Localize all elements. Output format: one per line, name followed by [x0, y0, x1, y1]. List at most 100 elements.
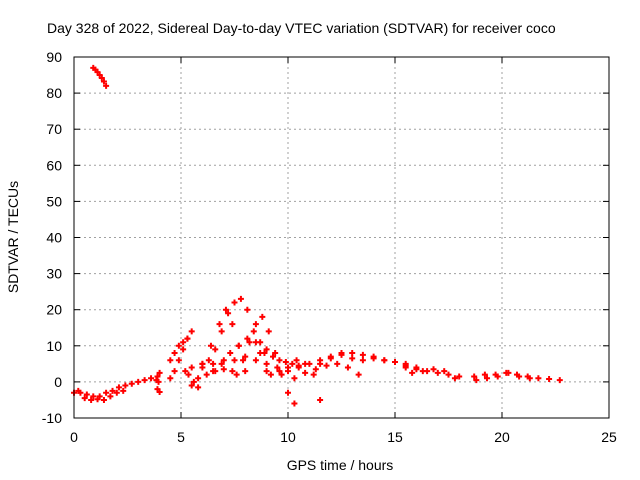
- data-point: [481, 371, 488, 378]
- data-point: [237, 295, 244, 302]
- series-band-late-2: [409, 366, 458, 382]
- data-point: [171, 350, 178, 357]
- chart-title: Day 328 of 2022, Sidereal Day-to-day VTE…: [47, 20, 556, 36]
- series-band-night-2: [473, 369, 533, 384]
- data-point: [184, 335, 191, 342]
- data-point: [246, 339, 253, 346]
- data-point: [344, 364, 351, 371]
- data-point: [456, 373, 463, 380]
- data-point: [135, 378, 142, 385]
- data-point: [216, 321, 223, 328]
- y-tick-label: 70: [46, 121, 62, 137]
- data-point: [484, 375, 491, 382]
- data-point: [154, 373, 161, 380]
- data-point: [505, 369, 512, 376]
- data-point: [185, 371, 192, 378]
- series-outlier-high: [90, 64, 110, 89]
- data-point: [359, 357, 366, 364]
- data-point: [535, 375, 542, 382]
- data-point: [556, 377, 563, 384]
- data-point: [244, 306, 251, 313]
- data-point: [409, 369, 416, 376]
- data-point: [317, 360, 324, 367]
- data-point: [167, 375, 174, 382]
- data-point: [293, 357, 300, 364]
- series-band-mid: [188, 353, 291, 375]
- data-point: [244, 335, 251, 342]
- data-point: [451, 375, 458, 382]
- data-point: [445, 371, 452, 378]
- data-point: [188, 328, 195, 335]
- data-point: [419, 368, 426, 375]
- data-point: [233, 371, 240, 378]
- data-point: [334, 360, 341, 367]
- data-point: [148, 375, 155, 382]
- data-point: [274, 364, 281, 371]
- data-point: [207, 342, 214, 349]
- data-point: [546, 376, 553, 383]
- data-point: [526, 375, 533, 382]
- y-tick-label: -10: [42, 410, 62, 426]
- data-point: [240, 357, 247, 364]
- data-point: [171, 368, 178, 375]
- data-point: [212, 346, 219, 353]
- data-point: [263, 346, 270, 353]
- x-tick-label: 5: [177, 429, 185, 445]
- data-point: [242, 368, 249, 375]
- data-point: [98, 74, 105, 81]
- data-point: [317, 396, 324, 403]
- data-point: [231, 299, 238, 306]
- data-point: [220, 366, 227, 373]
- data-point: [120, 387, 127, 394]
- data-point: [306, 360, 313, 367]
- data-point: [88, 396, 95, 403]
- data-point: [188, 382, 195, 389]
- data-point: [252, 357, 259, 364]
- x-tick-label: 10: [280, 429, 296, 445]
- data-point: [141, 377, 148, 384]
- y-tick-label: 10: [46, 338, 62, 354]
- data-point: [103, 389, 110, 396]
- data-point: [381, 357, 388, 364]
- y-tick-label: 90: [46, 49, 62, 65]
- data-point: [276, 357, 283, 364]
- data-point: [231, 357, 238, 364]
- data-point: [220, 357, 227, 364]
- data-point: [278, 371, 285, 378]
- data-point: [195, 375, 202, 382]
- data-point: [272, 350, 279, 357]
- data-point: [153, 377, 160, 384]
- x-tick-label: 0: [70, 429, 78, 445]
- data-point: [516, 373, 523, 380]
- data-point: [494, 373, 501, 380]
- data-point: [310, 371, 317, 378]
- data-point: [471, 373, 478, 380]
- data-point: [188, 364, 195, 371]
- data-point: [430, 366, 437, 373]
- y-tick-label: 50: [46, 193, 62, 209]
- data-point: [175, 357, 182, 364]
- data-point: [312, 366, 319, 373]
- series-after-noon-low: [291, 360, 362, 382]
- data-point: [156, 389, 163, 396]
- series-arc-1: [199, 295, 270, 375]
- data-point: [302, 369, 309, 376]
- data-point: [222, 306, 229, 313]
- y-axis-label: SDTVAR / TECUs: [5, 181, 21, 293]
- data-point: [175, 342, 182, 349]
- y-tick-label: 40: [46, 230, 62, 246]
- data-point: [291, 400, 298, 407]
- data-point: [441, 368, 448, 375]
- data-point: [218, 360, 225, 367]
- data-point: [203, 371, 210, 378]
- series-rise-b: [167, 335, 191, 364]
- data-point: [270, 353, 277, 360]
- data-point: [285, 368, 291, 375]
- data-point: [210, 360, 217, 367]
- y-tick-label: 30: [46, 266, 62, 282]
- x-tick-label: 25: [601, 429, 617, 445]
- series-cluster-five: [182, 368, 202, 391]
- data-point: [392, 359, 398, 366]
- data-point: [212, 368, 219, 375]
- data-point: [263, 368, 270, 375]
